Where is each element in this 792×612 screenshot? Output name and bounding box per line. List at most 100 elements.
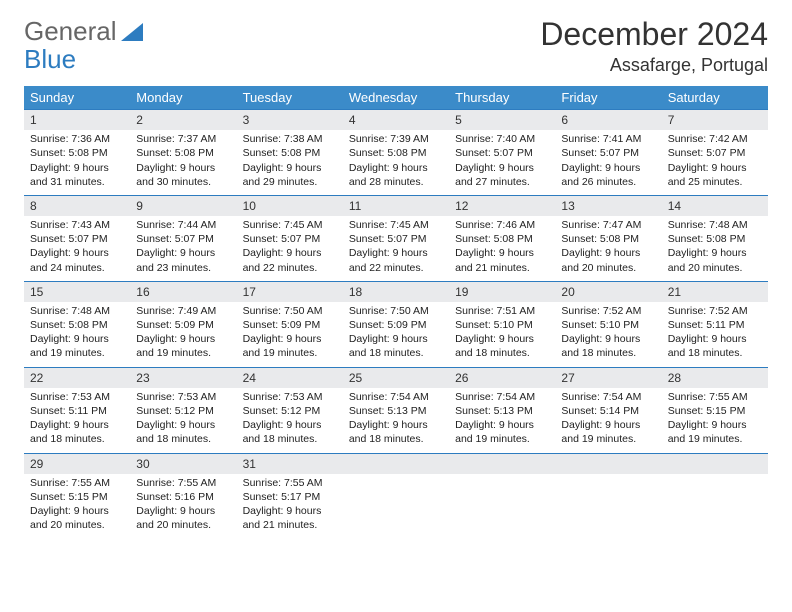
- day-cell: [662, 453, 768, 538]
- day-content: Sunrise: 7:54 AMSunset: 5:13 PMDaylight:…: [343, 390, 449, 447]
- sunrise-line: Sunrise: 7:52 AM: [668, 304, 762, 318]
- day-cell: 4Sunrise: 7:39 AMSunset: 5:08 PMDaylight…: [343, 110, 449, 196]
- day-cell: 10Sunrise: 7:45 AMSunset: 5:07 PMDayligh…: [237, 195, 343, 281]
- day-content: Sunrise: 7:55 AMSunset: 5:15 PMDaylight:…: [24, 476, 130, 533]
- day-content: Sunrise: 7:40 AMSunset: 5:07 PMDaylight:…: [449, 132, 555, 189]
- day1-line: Daylight: 9 hours: [136, 504, 230, 518]
- day-content: Sunrise: 7:42 AMSunset: 5:07 PMDaylight:…: [662, 132, 768, 189]
- day1-line: Daylight: 9 hours: [243, 418, 337, 432]
- day1-line: Daylight: 9 hours: [349, 332, 443, 346]
- sunset-line: Sunset: 5:10 PM: [455, 318, 549, 332]
- day-number: 28: [662, 368, 768, 388]
- day-cell: 12Sunrise: 7:46 AMSunset: 5:08 PMDayligh…: [449, 195, 555, 281]
- day-content: Sunrise: 7:52 AMSunset: 5:10 PMDaylight:…: [555, 304, 661, 361]
- day1-line: Daylight: 9 hours: [455, 418, 549, 432]
- day-content: Sunrise: 7:52 AMSunset: 5:11 PMDaylight:…: [662, 304, 768, 361]
- day2-line: and 29 minutes.: [243, 175, 337, 189]
- calendar-table: Sunday Monday Tuesday Wednesday Thursday…: [24, 86, 768, 538]
- sunset-line: Sunset: 5:08 PM: [455, 232, 549, 246]
- day2-line: and 21 minutes.: [455, 261, 549, 275]
- day-number: 4: [343, 110, 449, 130]
- day-content: Sunrise: 7:45 AMSunset: 5:07 PMDaylight:…: [237, 218, 343, 275]
- day-content: Sunrise: 7:53 AMSunset: 5:12 PMDaylight:…: [237, 390, 343, 447]
- day2-line: and 18 minutes.: [349, 346, 443, 360]
- logo-word2: Blue: [24, 44, 76, 75]
- day-number: 7: [662, 110, 768, 130]
- day1-line: Daylight: 9 hours: [30, 504, 124, 518]
- day-number: 16: [130, 282, 236, 302]
- sunrise-line: Sunrise: 7:45 AM: [243, 218, 337, 232]
- sunset-line: Sunset: 5:08 PM: [243, 146, 337, 160]
- day1-line: Daylight: 9 hours: [243, 246, 337, 260]
- day1-line: Daylight: 9 hours: [455, 161, 549, 175]
- day2-line: and 20 minutes.: [136, 518, 230, 532]
- day2-line: and 22 minutes.: [349, 261, 443, 275]
- day-cell: [555, 453, 661, 538]
- month-title: December 2024: [540, 16, 768, 53]
- day2-line: and 18 minutes.: [349, 432, 443, 446]
- day1-line: Daylight: 9 hours: [668, 161, 762, 175]
- day-content: Sunrise: 7:44 AMSunset: 5:07 PMDaylight:…: [130, 218, 236, 275]
- day-content: Sunrise: 7:50 AMSunset: 5:09 PMDaylight:…: [237, 304, 343, 361]
- sunset-line: Sunset: 5:14 PM: [561, 404, 655, 418]
- day2-line: and 25 minutes.: [668, 175, 762, 189]
- day-number: 3: [237, 110, 343, 130]
- sunrise-line: Sunrise: 7:41 AM: [561, 132, 655, 146]
- sunset-line: Sunset: 5:11 PM: [30, 404, 124, 418]
- day-number: 10: [237, 196, 343, 216]
- sunrise-line: Sunrise: 7:37 AM: [136, 132, 230, 146]
- day2-line: and 19 minutes.: [30, 346, 124, 360]
- day-number: 17: [237, 282, 343, 302]
- day-header-sun: Sunday: [24, 86, 130, 110]
- day-cell: 9Sunrise: 7:44 AMSunset: 5:07 PMDaylight…: [130, 195, 236, 281]
- sunset-line: Sunset: 5:08 PM: [136, 146, 230, 160]
- day-header-thu: Thursday: [449, 86, 555, 110]
- sunrise-line: Sunrise: 7:53 AM: [243, 390, 337, 404]
- day-cell: 28Sunrise: 7:55 AMSunset: 5:15 PMDayligh…: [662, 367, 768, 453]
- sunset-line: Sunset: 5:08 PM: [30, 146, 124, 160]
- day1-line: Daylight: 9 hours: [349, 161, 443, 175]
- day-content: Sunrise: 7:54 AMSunset: 5:14 PMDaylight:…: [555, 390, 661, 447]
- week-row: 1Sunrise: 7:36 AMSunset: 5:08 PMDaylight…: [24, 110, 768, 196]
- day1-line: Daylight: 9 hours: [455, 246, 549, 260]
- day-header-wed: Wednesday: [343, 86, 449, 110]
- day-cell: 3Sunrise: 7:38 AMSunset: 5:08 PMDaylight…: [237, 110, 343, 196]
- sunset-line: Sunset: 5:11 PM: [668, 318, 762, 332]
- day-number: 15: [24, 282, 130, 302]
- day1-line: Daylight: 9 hours: [561, 418, 655, 432]
- sunset-line: Sunset: 5:07 PM: [668, 146, 762, 160]
- day-content: Sunrise: 7:55 AMSunset: 5:16 PMDaylight:…: [130, 476, 236, 533]
- day-cell: 19Sunrise: 7:51 AMSunset: 5:10 PMDayligh…: [449, 281, 555, 367]
- day2-line: and 18 minutes.: [136, 432, 230, 446]
- day-cell: 31Sunrise: 7:55 AMSunset: 5:17 PMDayligh…: [237, 453, 343, 538]
- sunrise-line: Sunrise: 7:48 AM: [668, 218, 762, 232]
- day1-line: Daylight: 9 hours: [30, 161, 124, 175]
- week-row: 8Sunrise: 7:43 AMSunset: 5:07 PMDaylight…: [24, 195, 768, 281]
- sunset-line: Sunset: 5:08 PM: [30, 318, 124, 332]
- day2-line: and 20 minutes.: [30, 518, 124, 532]
- day2-line: and 21 minutes.: [243, 518, 337, 532]
- sunrise-line: Sunrise: 7:50 AM: [243, 304, 337, 318]
- day-content: Sunrise: 7:53 AMSunset: 5:11 PMDaylight:…: [24, 390, 130, 447]
- day1-line: Daylight: 9 hours: [243, 504, 337, 518]
- day-cell: [343, 453, 449, 538]
- day1-line: Daylight: 9 hours: [561, 161, 655, 175]
- sunrise-line: Sunrise: 7:40 AM: [455, 132, 549, 146]
- logo-triangle-icon: [121, 23, 143, 41]
- sunrise-line: Sunrise: 7:43 AM: [30, 218, 124, 232]
- day2-line: and 24 minutes.: [30, 261, 124, 275]
- day2-line: and 19 minutes.: [455, 432, 549, 446]
- day-cell: 24Sunrise: 7:53 AMSunset: 5:12 PMDayligh…: [237, 367, 343, 453]
- week-row: 29Sunrise: 7:55 AMSunset: 5:15 PMDayligh…: [24, 453, 768, 538]
- day-number: 19: [449, 282, 555, 302]
- sunrise-line: Sunrise: 7:36 AM: [30, 132, 124, 146]
- day-content: Sunrise: 7:54 AMSunset: 5:13 PMDaylight:…: [449, 390, 555, 447]
- day-number: 14: [662, 196, 768, 216]
- day-cell: 15Sunrise: 7:48 AMSunset: 5:08 PMDayligh…: [24, 281, 130, 367]
- day-number: 8: [24, 196, 130, 216]
- day1-line: Daylight: 9 hours: [668, 246, 762, 260]
- day-cell: 27Sunrise: 7:54 AMSunset: 5:14 PMDayligh…: [555, 367, 661, 453]
- sunset-line: Sunset: 5:12 PM: [136, 404, 230, 418]
- day-content: Sunrise: 7:36 AMSunset: 5:08 PMDaylight:…: [24, 132, 130, 189]
- day-content: Sunrise: 7:49 AMSunset: 5:09 PMDaylight:…: [130, 304, 236, 361]
